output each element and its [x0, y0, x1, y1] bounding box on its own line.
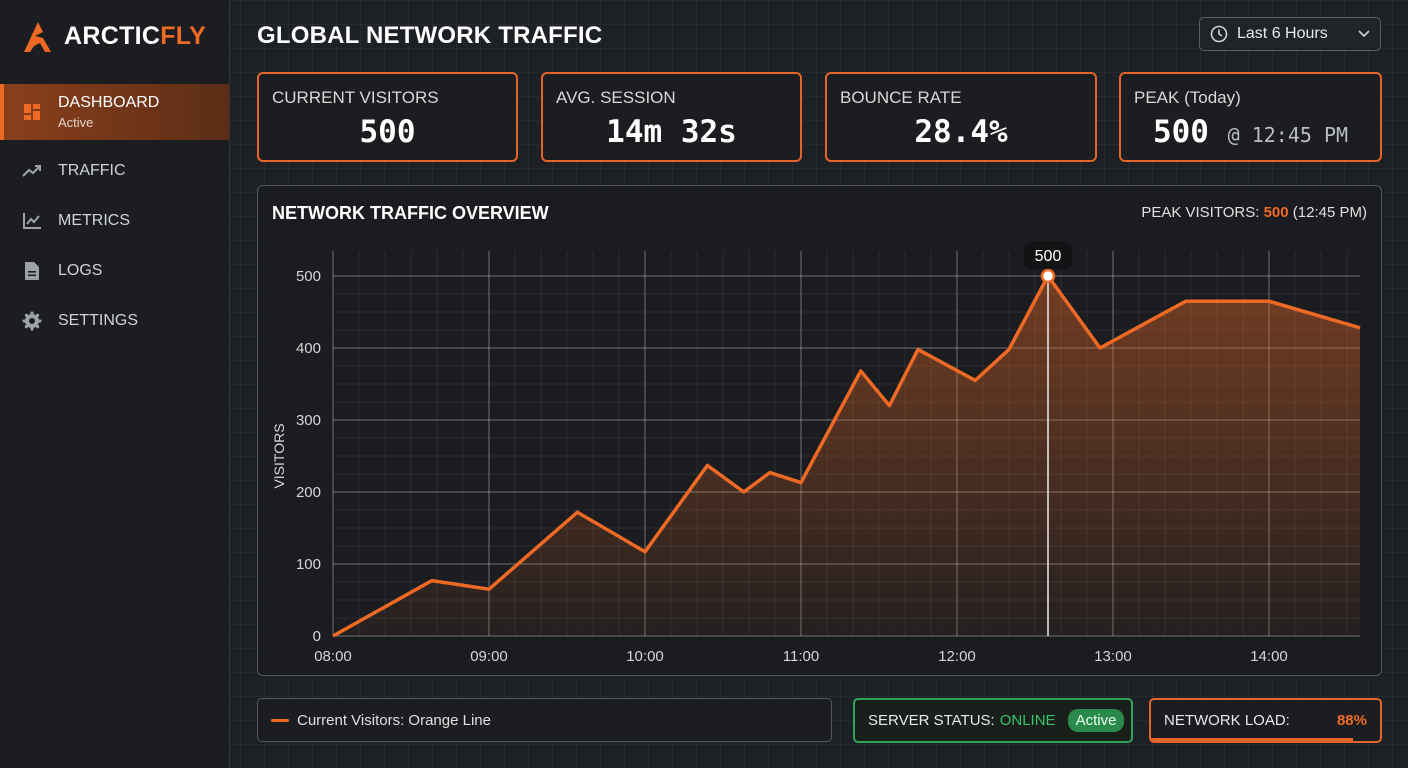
stat-card-peak-today: PEAK (Today) 500 @ 12:45 PM	[1119, 72, 1382, 162]
sidebar-item-label: SETTINGS	[58, 312, 139, 329]
document-icon	[22, 261, 42, 281]
brand-name: ARCTICFLY	[64, 22, 206, 51]
y-tick-label: 500	[296, 268, 321, 285]
arcticfly-logo-icon	[24, 22, 51, 52]
chevron-down-icon	[1358, 30, 1370, 38]
stat-label: PEAK (Today)	[1134, 88, 1241, 107]
stat-card-avg-session: AVG. SESSION 14m 32s	[541, 72, 802, 162]
peak-tooltip	[1024, 241, 1072, 269]
sidebar-item-sublabel: Active	[58, 115, 94, 130]
peak-time: @ 12:45 PM	[1227, 123, 1349, 147]
y-tick-label: 100	[296, 556, 321, 573]
x-tick-label: 13:00	[1094, 648, 1132, 665]
sidebar-nav: DASHBOARD Active TRAFFIC METRICS LOGS	[0, 84, 229, 346]
network-load-label: NETWORK LOAD:	[1164, 712, 1290, 729]
y-tick-label: 0	[313, 628, 321, 645]
stat-value: 28.4%	[914, 114, 1008, 150]
legend-swatch	[271, 718, 289, 722]
sidebar-item-label: DASHBOARD	[58, 94, 160, 111]
sidebar-item-label: LOGS	[58, 262, 103, 279]
stat-value-group: 500 @ 12:45 PM	[1121, 114, 1380, 150]
y-tick-label: 200	[296, 484, 321, 501]
x-tick-label: 08:00	[314, 648, 352, 665]
x-tick-label: 10:00	[626, 648, 664, 665]
brand-name-part1: ARCTIC	[64, 21, 161, 50]
server-status: SERVER STATUS: ONLINE Active	[853, 698, 1133, 743]
x-tick-label: 11:00	[783, 648, 819, 665]
server-status-value: ONLINE	[999, 712, 1056, 729]
time-range-label: Last 6 Hours	[1237, 25, 1328, 42]
clock-icon	[1210, 25, 1228, 43]
stat-label: BOUNCE RATE	[840, 88, 962, 107]
peak-label: 500	[1035, 248, 1062, 265]
x-tick-label: 12:00	[938, 648, 976, 665]
chart-panel: 0 100 200 300 400 500 VISITORS 08:00 09:00 10:00…	[257, 185, 1382, 676]
traffic-chart: 0 100 200 300 400 500 VISITORS 08:00 09:00 10:00…	[271, 241, 1361, 665]
network-load-bar	[1151, 738, 1353, 741]
trending-up-icon	[22, 161, 42, 181]
x-tick-label: 14:00	[1250, 648, 1288, 665]
stat-value: 500	[1152, 114, 1209, 150]
y-tick-label: 300	[296, 412, 321, 429]
x-tick-label: 09:00	[470, 648, 508, 665]
grid-icon	[22, 102, 42, 122]
stat-label: CURRENT VISITORS	[272, 88, 439, 107]
sidebar-item-settings[interactable]: SETTINGS	[0, 296, 229, 346]
stat-card-current-visitors: CURRENT VISITORS 500	[257, 72, 518, 162]
sidebar-item-traffic[interactable]: TRAFFIC	[0, 146, 229, 196]
peak-time: (12:45 PM)	[1292, 204, 1367, 221]
peak-prefix: PEAK VISITORS:	[1141, 204, 1260, 221]
brand-name-part2: FLY	[160, 21, 207, 50]
sidebar-item-label: TRAFFIC	[58, 162, 126, 179]
page-title: GLOBAL NETWORK TRAFFIC	[257, 22, 603, 49]
stat-value: 500	[359, 114, 416, 150]
peak-point	[1040, 268, 1056, 284]
sidebar-item-metrics[interactable]: METRICS	[0, 196, 229, 246]
stat-card-bounce-rate: BOUNCE RATE 28.4%	[825, 72, 1097, 162]
stat-label: AVG. SESSION	[556, 88, 676, 107]
peak-summary: PEAK VISITORS: 500 (12:45 PM)	[1141, 204, 1367, 221]
peak-value: 500	[1263, 204, 1289, 221]
y-axis-label: VISITORS	[271, 423, 287, 488]
sidebar-item-dashboard[interactable]: DASHBOARD Active	[0, 84, 229, 140]
line-chart-icon	[22, 211, 42, 231]
legend-text: Current Visitors: Orange Line	[297, 711, 491, 729]
series-line	[332, 274, 1361, 638]
sidebar-item-label: METRICS	[58, 212, 130, 229]
area-fill	[333, 276, 1360, 636]
sidebar: ARCTICFLY DASHBOARD Active TRAFFIC METRI…	[0, 0, 230, 768]
chart-title: NETWORK TRAFFIC OVERVIEW	[272, 203, 549, 223]
time-range-select[interactable]: Last 6 Hours	[1199, 17, 1381, 51]
chart-legend: Current Visitors: Orange Line	[257, 698, 832, 742]
sidebar-item-logs[interactable]: LOGS	[0, 246, 229, 296]
gear-icon	[22, 311, 42, 331]
status-badge: Active	[1067, 709, 1125, 732]
network-load-value: 88%	[1336, 712, 1367, 729]
server-status-label: SERVER STATUS:	[868, 712, 995, 729]
brand-logo[interactable]: ARCTICFLY	[22, 16, 206, 56]
network-load: NETWORK LOAD: 88%	[1149, 698, 1382, 743]
stat-value: 14m 32s	[606, 114, 737, 150]
y-tick-label: 400	[296, 340, 321, 357]
